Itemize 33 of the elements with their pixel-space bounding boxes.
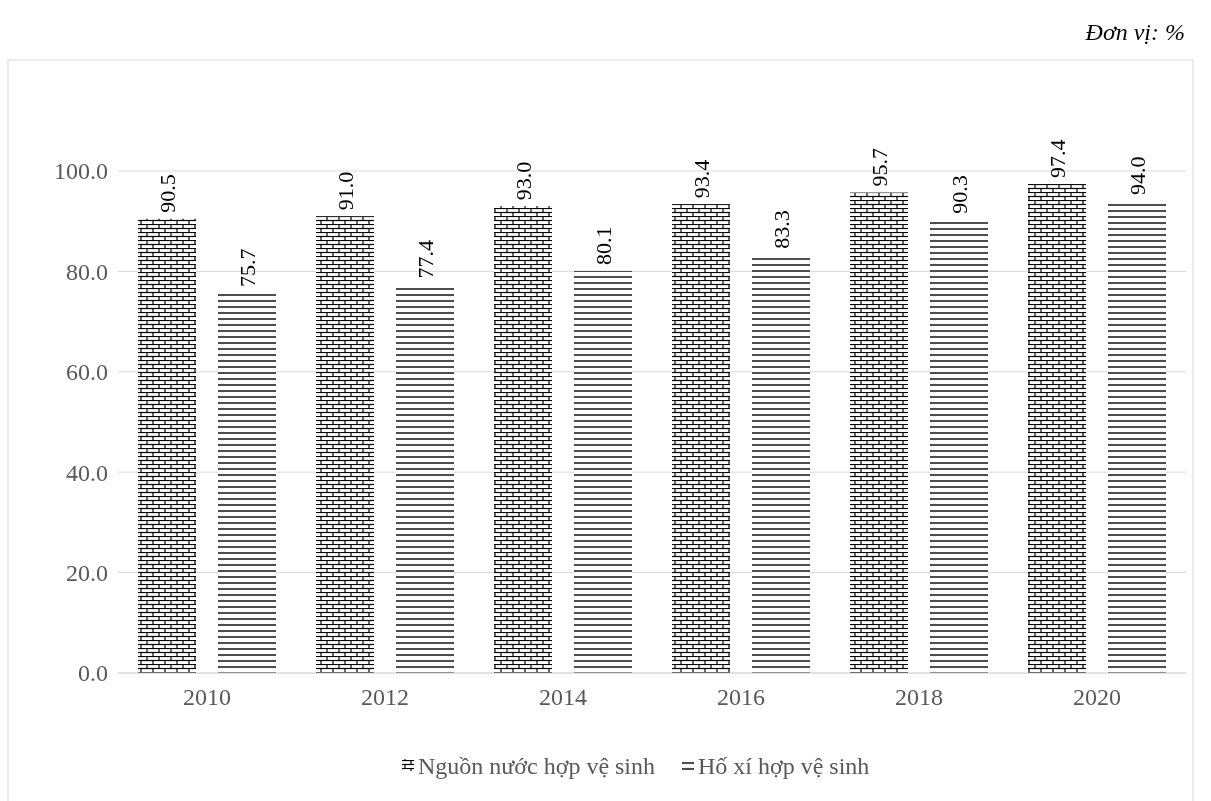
y-tick-label: 20.0	[66, 560, 108, 586]
y-tick-label: 60.0	[66, 359, 108, 386]
bar	[316, 216, 374, 673]
data-label: 90.5	[155, 174, 180, 213]
data-label: 90.3	[947, 175, 972, 214]
bar	[1028, 184, 1086, 673]
bar	[850, 192, 908, 673]
y-tick-label: 40.0	[66, 459, 108, 486]
y-tick-label: 0.0	[78, 660, 108, 687]
data-label: 75.7	[235, 248, 260, 287]
y-tick-label: 100.0	[54, 158, 108, 185]
bar	[138, 218, 196, 673]
data-label: 93.0	[511, 161, 536, 201]
x-tick-label: 2018	[895, 684, 943, 710]
data-label: 93.4	[689, 159, 714, 199]
bar	[494, 206, 552, 673]
data-label: 91.0	[333, 171, 358, 211]
data-label: 97.4	[1045, 139, 1070, 179]
legend-label: Nguồn nước hợp vệ sinh	[418, 753, 656, 780]
bar	[672, 204, 730, 673]
x-tick-label: 2020	[1073, 684, 1121, 710]
data-label: 77.4	[413, 239, 438, 279]
data-label: 94.0	[1125, 156, 1150, 196]
x-tick-label: 2014	[539, 684, 587, 710]
data-label: 80.1	[591, 226, 616, 265]
data-label: 95.7	[867, 148, 892, 187]
legend-label: Hố xí hợp vệ sinh	[698, 753, 870, 780]
y-tick-label: 80.0	[66, 258, 108, 285]
x-tick-label: 2010	[183, 684, 231, 710]
data-label: 83.3	[769, 210, 794, 249]
text: Đơn vị: %	[1084, 19, 1185, 45]
x-tick-label: 2016	[717, 684, 765, 710]
x-tick-label: 2012	[361, 684, 409, 710]
